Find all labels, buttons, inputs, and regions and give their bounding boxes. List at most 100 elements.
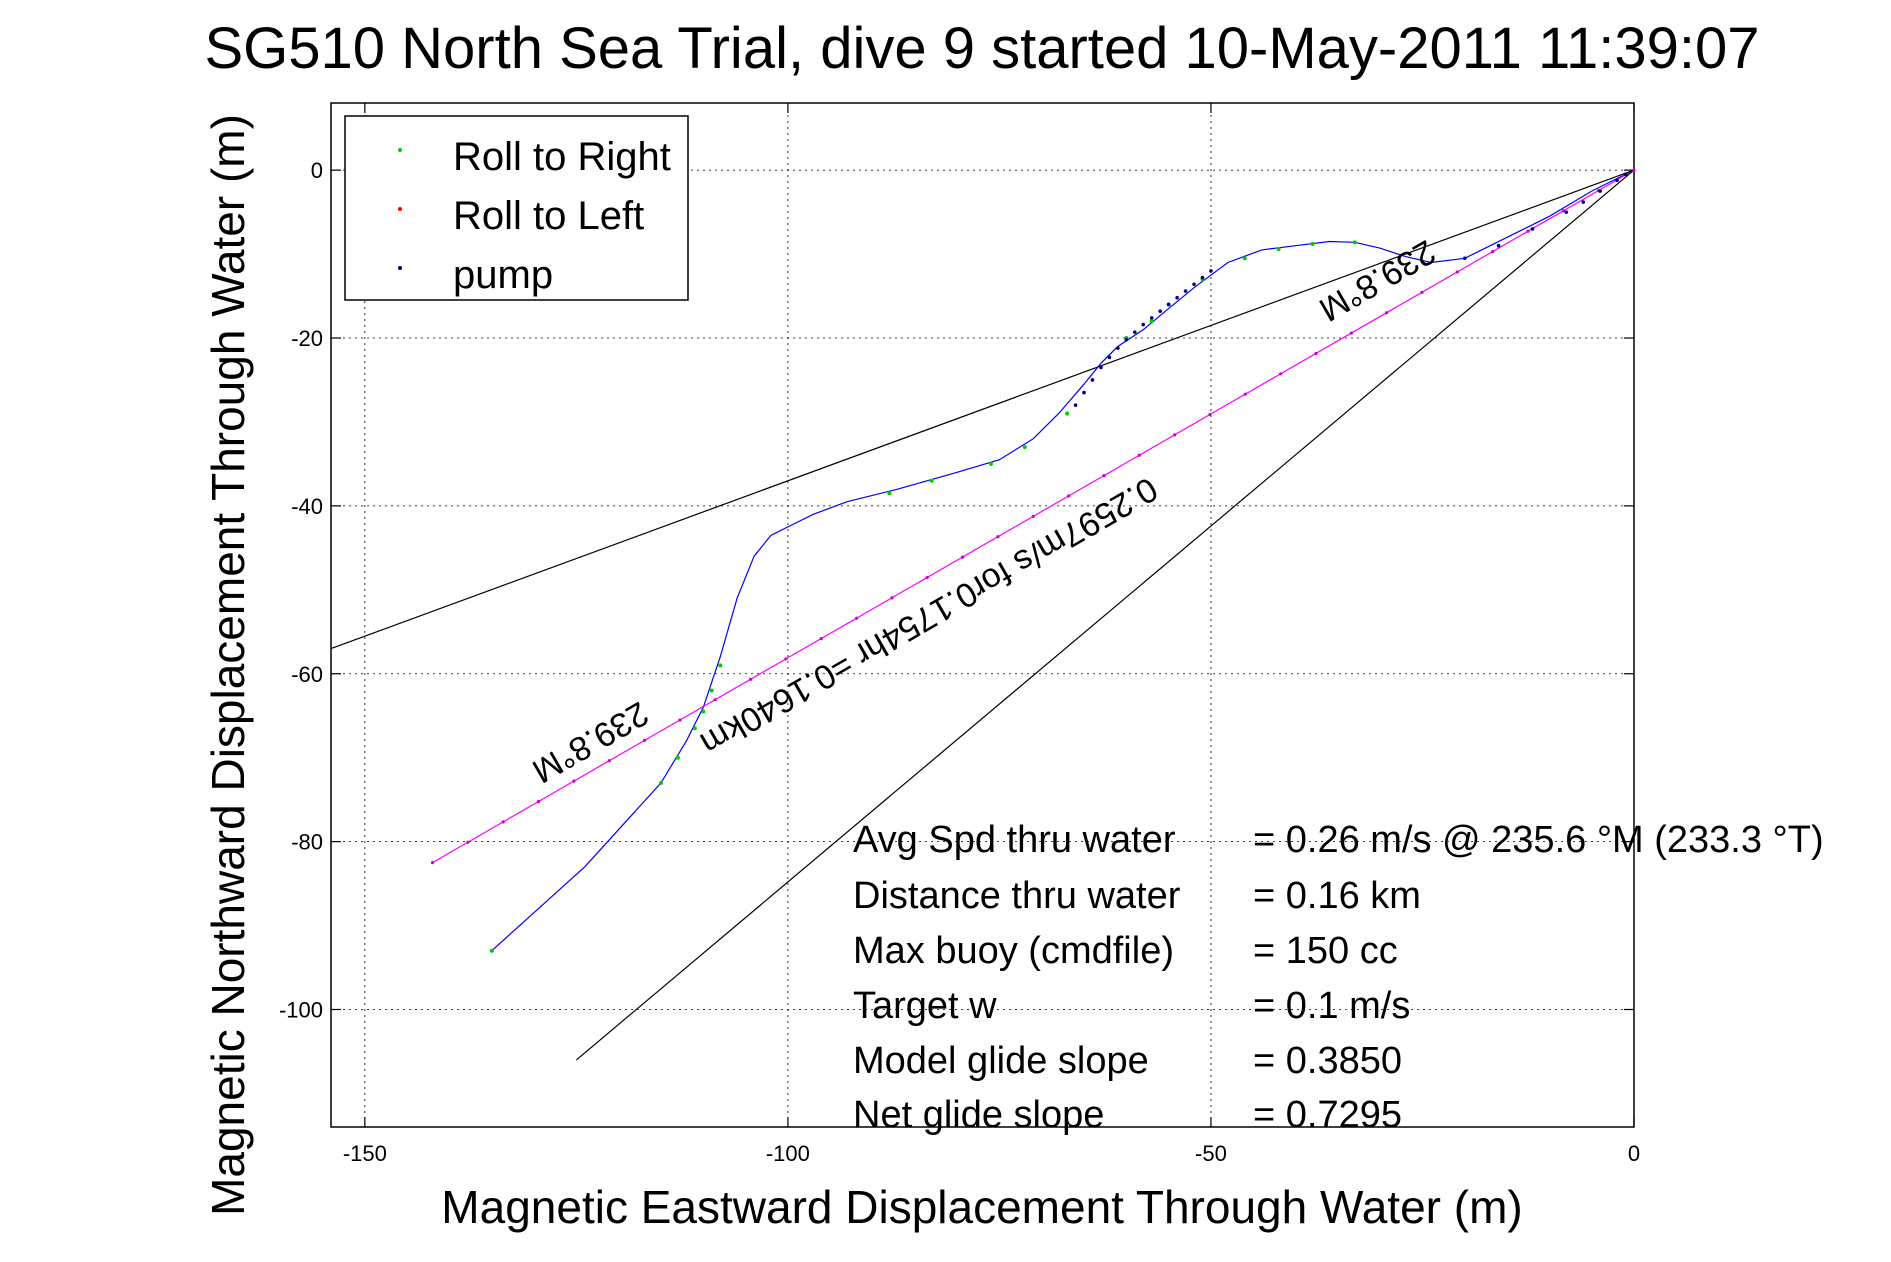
stat-value-max-buoy: = 150 cc [1253,930,1398,972]
pump-marker [1200,275,1205,280]
net-line-marker [1349,331,1353,335]
roll-right-marker [988,461,993,466]
series-layer [330,169,1635,1061]
pump-marker [1124,337,1129,342]
roll-right-marker [701,709,706,714]
pump-marker [1598,189,1602,193]
net-line-marker [1385,311,1389,315]
pump-marker [1107,355,1112,360]
x-tick-label: -150 [343,1141,387,1166]
marker-layer [430,168,1636,953]
y-tick-label: -40 [291,494,323,519]
stats-annotations: Avg Spd thru water = 0.26 m/s @ 235.6 °M… [853,819,1824,1136]
net-line-marker [713,698,717,702]
stat-value-target-w: = 0.1 m/s [1253,985,1410,1027]
roll-right-marker [1149,319,1154,324]
net-line-marker [430,861,435,865]
net-line-marker [1314,351,1318,356]
roll-right-marker [1310,242,1315,247]
segment-speed-label: 0.2597m/s for0.1754hr =0.1640km [694,469,1164,762]
pump-marker [1496,243,1501,248]
net-line-marker [1243,392,1247,396]
net-line-marker [1526,229,1530,233]
y-tick-label: -100 [279,997,323,1022]
net-line-marker [854,616,859,620]
pump-marker [1615,178,1619,183]
legend-marker-roll-right [398,148,402,152]
net-line-marker [642,738,647,743]
net-line-marker [1173,433,1177,437]
net-line-marker [678,718,682,722]
pump-marker [1183,289,1188,293]
x-axis-label: Magnetic Eastward Displacement Through W… [441,1181,1522,1233]
legend-marker-roll-left [398,207,402,211]
net-line-marker [1208,412,1212,417]
net-line-marker [1067,494,1071,498]
roll-right-marker [1065,411,1070,416]
y-tick-label: -80 [291,830,323,855]
roll-right-marker [887,491,892,496]
legend-marker-pump [398,266,402,270]
roll-right-marker [489,948,494,953]
net-line-marker [960,555,965,559]
pump-marker [1132,330,1137,334]
pump-marker [1082,390,1086,395]
net-line-marker [1102,474,1106,478]
pump-marker [1099,365,1103,370]
net-line-marker [748,677,753,681]
y-tick-label: 0 [311,158,323,183]
net-line-marker [1137,453,1141,457]
axis-ticks: -150 -100 -50 0 0 -20 -40 -60 -80 -100 [279,103,1640,1166]
net-line-marker [1279,372,1283,376]
roll-right-marker [929,478,934,483]
net-line-marker [1420,290,1424,294]
y-tick-label: -20 [291,326,323,351]
net-line-marker [1632,168,1636,172]
plot-area [330,102,1635,1128]
pump-marker [1073,403,1078,407]
net-line-marker [536,799,541,804]
stat-value-avg-speed: = 0.26 m/s @ 235.6 °M (233.3 °T) [1253,819,1824,861]
net-line-marker [890,596,894,600]
stat-label-net-glide: Net glide slope [853,1094,1104,1136]
pump-marker [1175,295,1179,300]
stat-label-model-glide: Model glide slope [853,1040,1149,1082]
stat-label-max-buoy: Max buoy (cmdfile) [853,930,1174,972]
x-tick-label: -100 [766,1141,810,1166]
net-line-marker [572,779,576,783]
x-tick-label: 0 [1628,1141,1640,1166]
roll-right-marker [1352,240,1357,245]
pump-marker [1564,210,1569,214]
roll-right-marker [1022,445,1027,450]
pump-marker [1581,200,1586,204]
pump-marker [1166,302,1171,307]
series-line-bound-upper [330,169,1635,650]
net-line-marker [1561,209,1565,213]
legend-label-roll-right: Roll to Right [453,135,671,179]
net-line-marker [1031,514,1035,518]
roll-right-marker [692,726,697,731]
net-line-marker [1455,270,1459,274]
stat-value-distance: = 0.16 km [1253,875,1421,917]
legend-box [344,115,689,301]
legend: Roll to Right Roll to Left pump [344,115,689,301]
pump-marker [1116,346,1120,350]
net-line-marker [784,657,788,661]
y-axis-label: Magnetic Northward Displacement Through … [202,114,254,1216]
net-line-marker [819,636,823,641]
stat-value-model-glide: = 0.3850 [1253,1040,1402,1082]
net-line-marker [466,840,470,844]
roll-right-marker [1276,247,1281,252]
series-line-track [491,169,1635,952]
pump-marker [1149,316,1154,320]
pump-marker [1192,282,1196,287]
pump-marker [1158,309,1162,313]
net-line-marker [996,535,1000,539]
roll-right-marker [709,688,714,693]
pump-marker [1530,227,1535,231]
series-line-bound-lower [576,169,1635,1061]
pump-marker [1141,322,1146,327]
roll-right-marker [718,663,723,668]
